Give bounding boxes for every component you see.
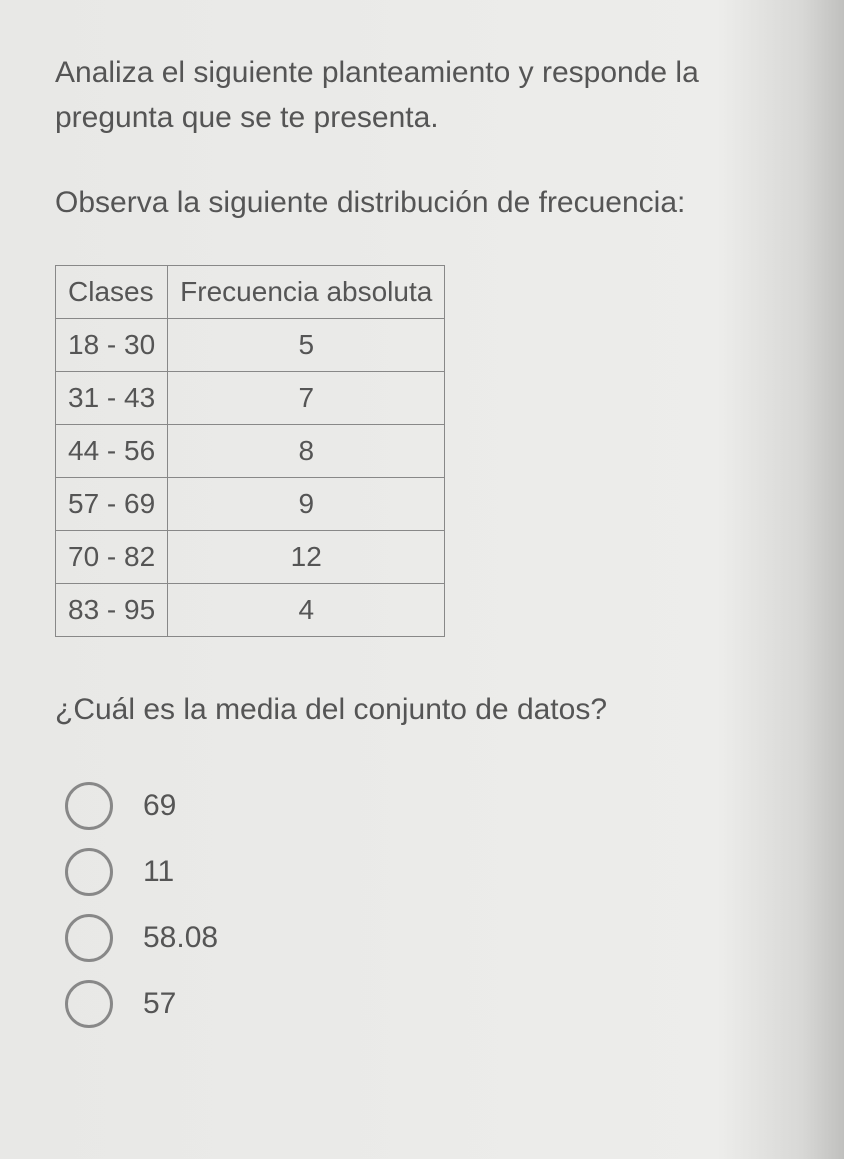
cell-freq: 4	[168, 584, 445, 637]
cell-class: 70 - 82	[56, 531, 168, 584]
cell-freq: 8	[168, 425, 445, 478]
table-header-row: Clases Frecuencia absoluta	[56, 266, 445, 319]
option-2[interactable]: 11	[65, 848, 804, 896]
options-group: 69 11 58.08 57	[55, 782, 804, 1028]
radio-icon[interactable]	[65, 848, 113, 896]
cell-freq: 5	[168, 319, 445, 372]
instruction-text: Analiza el siguiente planteamiento y res…	[55, 50, 804, 140]
cell-class: 57 - 69	[56, 478, 168, 531]
table-row: 18 - 30 5	[56, 319, 445, 372]
table-row: 83 - 95 4	[56, 584, 445, 637]
option-label: 11	[143, 855, 174, 889]
cell-class: 44 - 56	[56, 425, 168, 478]
option-3[interactable]: 58.08	[65, 914, 804, 962]
cell-class: 83 - 95	[56, 584, 168, 637]
table-row: 57 - 69 9	[56, 478, 445, 531]
table-row: 31 - 43 7	[56, 372, 445, 425]
question-text: ¿Cuál es la media del conjunto de datos?	[55, 687, 804, 732]
observe-text: Observa la siguiente distribución de fre…	[55, 180, 804, 225]
option-label: 58.08	[143, 921, 218, 955]
cell-freq: 9	[168, 478, 445, 531]
cell-class: 18 - 30	[56, 319, 168, 372]
option-4[interactable]: 57	[65, 980, 804, 1028]
cell-freq: 12	[168, 531, 445, 584]
option-label: 69	[143, 789, 176, 823]
table-row: 44 - 56 8	[56, 425, 445, 478]
frequency-table: Clases Frecuencia absoluta 18 - 30 5 31 …	[55, 265, 445, 637]
header-classes: Clases	[56, 266, 168, 319]
header-frequency: Frecuencia absoluta	[168, 266, 445, 319]
radio-icon[interactable]	[65, 980, 113, 1028]
radio-icon[interactable]	[65, 782, 113, 830]
table-row: 70 - 82 12	[56, 531, 445, 584]
cell-class: 31 - 43	[56, 372, 168, 425]
option-1[interactable]: 69	[65, 782, 804, 830]
cell-freq: 7	[168, 372, 445, 425]
option-label: 57	[143, 987, 176, 1021]
radio-icon[interactable]	[65, 914, 113, 962]
